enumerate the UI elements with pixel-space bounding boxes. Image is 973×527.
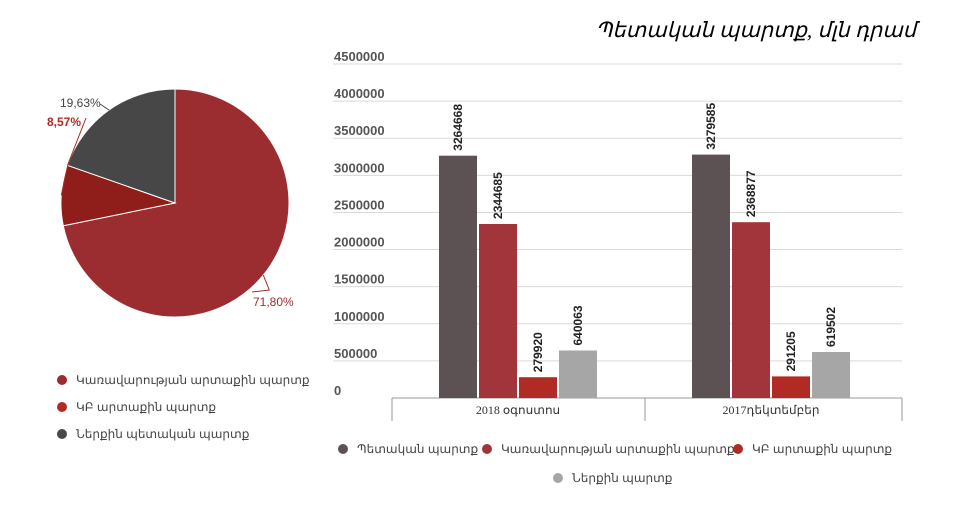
bar	[479, 224, 517, 398]
pie-label: 71,80%	[253, 295, 294, 309]
data-label: 3279585	[704, 103, 718, 150]
pie-leader-line	[60, 117, 87, 196]
data-label: 279920	[531, 332, 545, 372]
legend-label: Պետական պարտք	[357, 442, 479, 456]
data-label: 2368877	[744, 170, 758, 217]
pie-label: 8,57%	[47, 115, 81, 129]
pie-leader-line	[251, 274, 271, 293]
y-tick-label: 500000	[334, 346, 377, 361]
y-tick-label: 4500000	[334, 49, 385, 64]
bar-legend-item-cb-external: ԿԲ արտաքին պարտք	[733, 442, 892, 456]
legend-label: ԿԲ արտաքին պարտք	[76, 400, 217, 414]
y-tick-label: 2000000	[334, 235, 385, 250]
y-tick-label: 3000000	[334, 160, 385, 175]
legend-marker	[57, 429, 67, 439]
y-tick-label: 2500000	[334, 197, 385, 212]
pie-label: 19,63%	[60, 96, 101, 110]
y-tick-label: 1000000	[334, 309, 385, 324]
bar	[692, 154, 730, 398]
legend-label: ԿԲ արտաքին պարտք	[752, 442, 893, 456]
x-category-label: 2018 օգոստոս	[476, 403, 560, 417]
data-label: 640063	[571, 305, 585, 345]
pie-legend-item-cb-external: ԿԲ արտաքին պարտք	[57, 400, 216, 414]
pie-leader-line	[99, 103, 110, 111]
y-tick-label: 3500000	[334, 123, 385, 138]
legend-label: Կառավարության արտաքին պարտք	[501, 442, 735, 456]
y-tick-label: 0	[334, 383, 341, 398]
bar-legend-item-gov-external: Կառավարության արտաքին պարտք	[482, 442, 735, 456]
legend-marker	[733, 444, 743, 454]
bar	[439, 155, 477, 398]
data-label: 3264668	[451, 104, 465, 151]
bar	[519, 377, 557, 398]
data-label: 619502	[824, 307, 838, 347]
pie-legend-item-gov-external: Կառավարության արտաքին պարտք	[57, 373, 310, 387]
bar	[732, 222, 770, 398]
bar	[559, 350, 597, 398]
chart-title: Պետական պարտք, մլն դրամ	[595, 18, 916, 42]
data-label: 291205	[784, 331, 798, 371]
legend-label: Ներքին պետական պարտք	[76, 427, 250, 441]
bar	[812, 352, 850, 398]
legend-marker	[57, 402, 67, 412]
legend-marker	[338, 444, 348, 454]
legend-marker	[482, 444, 492, 454]
pie-legend-item-domestic: Ներքին պետական պարտք	[57, 427, 249, 441]
y-tick-label: 4000000	[334, 86, 385, 101]
legend-marker	[57, 375, 67, 385]
bar	[772, 376, 810, 398]
legend-label: Կառավարության արտաքին պարտք	[76, 373, 310, 387]
legend-marker	[553, 473, 563, 483]
bar-legend-item-domestic: Ներքին պարտք	[553, 471, 672, 485]
x-category-label: 2017դեկտեմբեր	[723, 403, 820, 417]
legend-label: Ներքին պարտք	[572, 471, 673, 485]
bar-legend-item-state: Պետական պարտք	[338, 442, 478, 456]
data-label: 2344685	[491, 172, 505, 219]
y-tick-label: 1500000	[334, 272, 385, 287]
